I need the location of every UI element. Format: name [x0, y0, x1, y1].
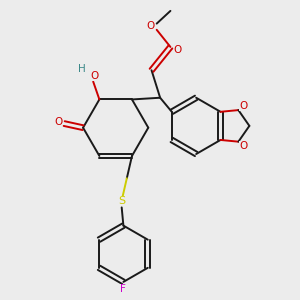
Text: O: O: [239, 141, 247, 151]
Text: O: O: [90, 71, 99, 81]
Text: S: S: [118, 196, 125, 206]
Text: O: O: [174, 45, 182, 55]
Text: O: O: [239, 101, 247, 111]
Text: H: H: [78, 64, 86, 74]
Text: O: O: [54, 117, 62, 127]
Text: O: O: [146, 21, 154, 31]
Text: F: F: [121, 284, 126, 294]
